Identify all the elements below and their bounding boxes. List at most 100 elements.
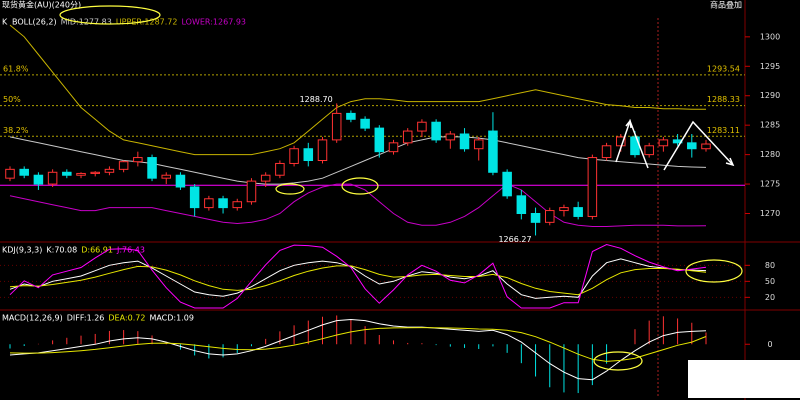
candle-body <box>62 171 72 176</box>
chart-title: 现货黄金(AU)(240分) <box>2 0 81 10</box>
y-tick-label: 1295 <box>760 62 780 71</box>
fib-value: 1283.11 <box>707 126 740 135</box>
indicator-line <box>9 265 707 296</box>
y-tick-label: 1275 <box>760 180 780 189</box>
candle-body <box>232 201 243 209</box>
candle-body <box>289 148 299 164</box>
fib-value: 1288.33 <box>707 95 740 104</box>
arrow-head <box>625 119 632 129</box>
arrow-head <box>725 157 735 167</box>
candle-body <box>303 148 314 162</box>
overlay-button[interactable]: 商品叠加 <box>710 0 742 10</box>
candle-body <box>417 121 427 132</box>
candle-body <box>544 210 555 223</box>
y-tick-label: 1270 <box>760 209 780 218</box>
plot: 1270 1275 1280 1285 1290 1295 1300 K BOLL(26,2) M… <box>0 18 780 394</box>
legend-entry: UPPER:1287.72 <box>116 18 178 27</box>
indicator-line <box>9 258 707 299</box>
fib-label: 38.2% <box>3 126 29 135</box>
candle-body <box>246 180 257 203</box>
candle-body <box>388 142 399 153</box>
candle-body <box>275 162 285 176</box>
candle-body <box>104 168 115 173</box>
candle-body <box>118 161 129 170</box>
watermark-box <box>688 360 800 398</box>
ellipses <box>59 5 743 371</box>
candle-body <box>687 142 697 150</box>
indicator-label: BOLL(26,2) <box>12 18 57 27</box>
highlight <box>59 5 161 25</box>
y-tick-label: 50 <box>765 277 775 286</box>
candle-body <box>658 139 669 147</box>
candle-body <box>189 186 200 209</box>
candle-body <box>559 207 569 212</box>
candle-body <box>19 168 29 176</box>
y-tick-label: 1300 <box>760 32 780 41</box>
legend-entry: MID:1277.83 <box>61 18 112 27</box>
candle-body <box>218 198 228 209</box>
highlight <box>275 183 305 195</box>
candle-body <box>317 139 328 162</box>
y-tick-label: 80 <box>765 261 775 270</box>
candle-body <box>331 112 342 141</box>
y-tick-label: 0 <box>767 340 772 349</box>
candle-body <box>516 195 527 215</box>
fib-label: 61.8% <box>3 64 29 73</box>
arrow <box>663 120 734 171</box>
candle-body <box>204 198 214 209</box>
y-tick-label: 1280 <box>760 150 780 159</box>
fib-value: 1293.54 <box>707 64 740 73</box>
indicator-label: KDJ(9,3,3) <box>2 246 42 255</box>
indicator-line <box>9 243 707 309</box>
candle-body <box>601 145 612 159</box>
price-label: K <box>2 18 8 27</box>
price-annotation: 1288.70 <box>300 95 333 104</box>
y-tick-label: 1290 <box>760 91 780 100</box>
candle-body <box>402 130 413 144</box>
candle-body <box>260 174 271 182</box>
indicator-line <box>9 327 707 362</box>
candle-body <box>459 133 470 150</box>
candle-body <box>431 121 441 141</box>
candle-body <box>587 157 598 217</box>
legend-entry: K:70.08 <box>46 246 77 255</box>
indicator-line <box>9 183 707 227</box>
candle-body <box>374 127 385 153</box>
candle-body <box>33 174 44 185</box>
candle-body <box>502 171 512 197</box>
candle-body <box>5 168 15 179</box>
legend-entry: DEA:0.72 <box>108 314 145 323</box>
candle-body <box>473 139 484 150</box>
price-annotation: 1266.27 <box>498 235 531 244</box>
legend-entry: D:66.91 <box>81 246 113 255</box>
indicator-line <box>9 318 707 381</box>
indicator-label: MACD(12,26,9) <box>2 314 63 323</box>
candle-body <box>90 171 100 174</box>
candle-body <box>76 172 86 176</box>
candle-body <box>445 133 456 141</box>
candle-body <box>530 213 541 223</box>
fib-label: 50% <box>3 95 21 104</box>
highlight <box>593 351 643 371</box>
candle-body <box>360 118 370 129</box>
candle-body <box>161 174 172 179</box>
candle-body <box>644 145 654 156</box>
legend-entry: LOWER:1267.93 <box>181 18 246 27</box>
y-tick-label: 1285 <box>760 121 780 130</box>
candle-body <box>701 143 711 150</box>
legend-entry: MACD:1.09 <box>149 314 194 323</box>
arrows <box>615 118 735 171</box>
y-tick-label: 20 <box>765 293 775 302</box>
candle-body <box>133 157 143 163</box>
candle-body <box>147 157 157 179</box>
indicator-line <box>9 24 707 156</box>
legend-entry: DIFF:1.26 <box>67 314 105 323</box>
candle-body <box>488 130 498 173</box>
candle-body <box>175 174 186 188</box>
candle-body <box>630 136 640 156</box>
highlight <box>685 259 743 283</box>
candle-body <box>346 112 356 120</box>
candle-body <box>47 171 58 185</box>
